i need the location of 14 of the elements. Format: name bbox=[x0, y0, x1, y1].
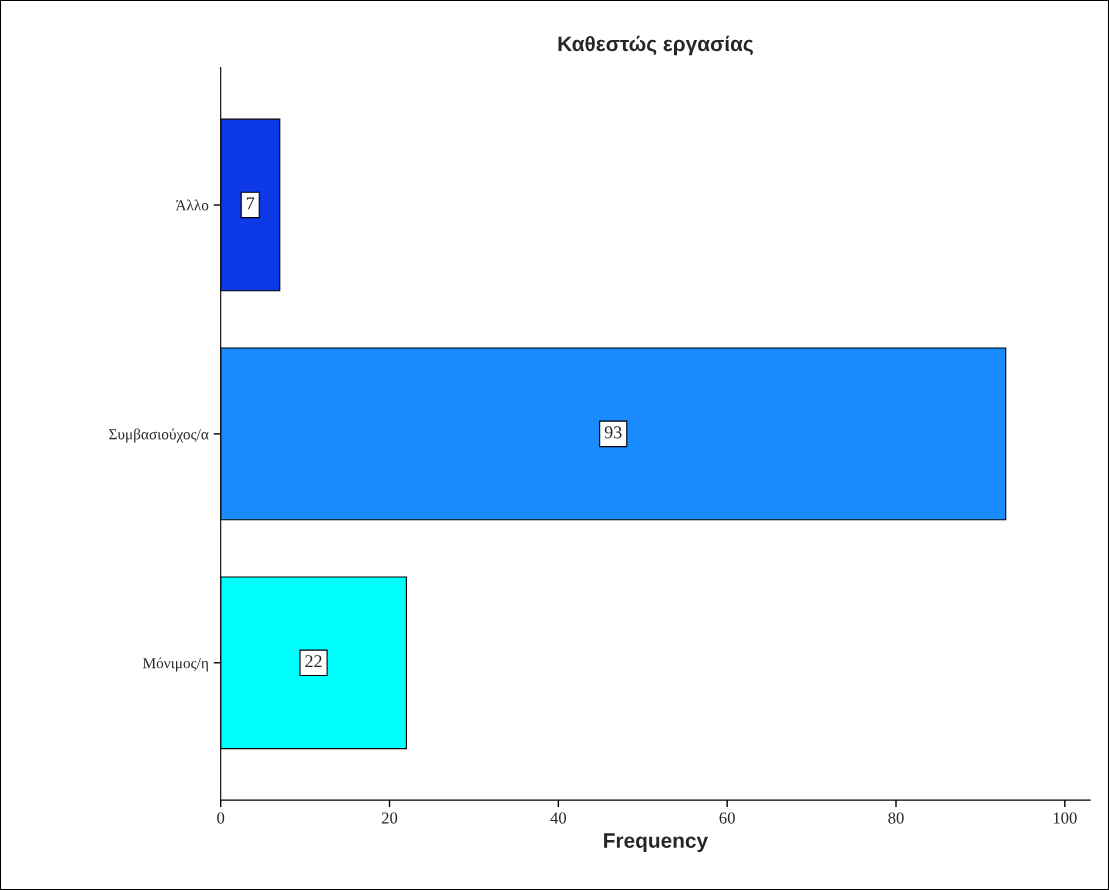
x-tick-label: 0 bbox=[217, 812, 225, 824]
x-tick-label: 100 bbox=[1053, 812, 1077, 824]
x-tick-label: 40 bbox=[550, 812, 567, 824]
y-tick-label: Άλλο bbox=[175, 199, 209, 211]
data-label: 22 bbox=[305, 655, 322, 668]
x-axis-title: Frequency bbox=[604, 833, 708, 853]
chart-title: Καθεστώς εργασίας bbox=[558, 35, 753, 56]
data-label: 7 bbox=[246, 197, 255, 210]
y-tick-label: Μόνιμος/η bbox=[142, 657, 209, 672]
x-tick-label: 80 bbox=[888, 812, 904, 824]
x-tick-label: 60 bbox=[719, 812, 735, 824]
x-tick-label: 20 bbox=[381, 812, 398, 824]
y-tick-label: Συμβασιούχος/α bbox=[109, 428, 209, 443]
data-label: 93 bbox=[604, 426, 622, 439]
